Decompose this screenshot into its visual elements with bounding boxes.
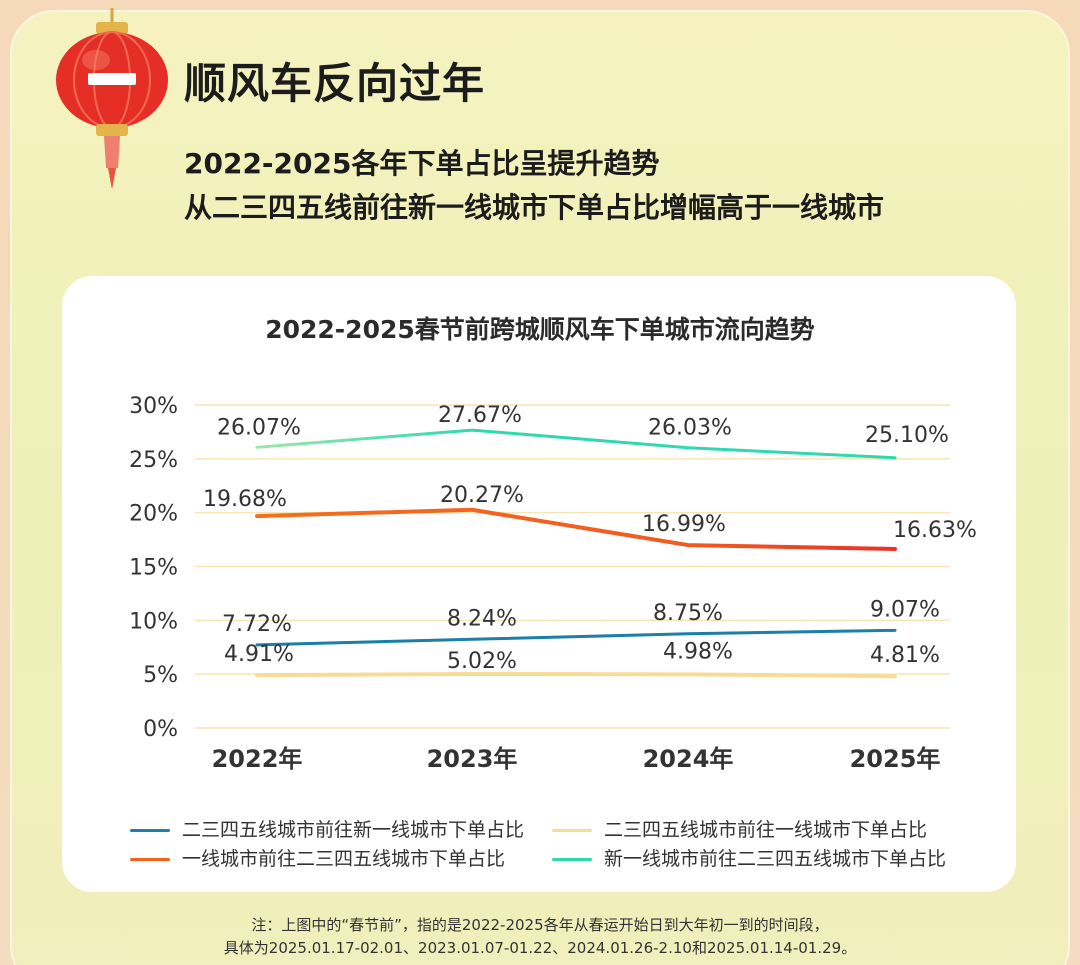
data-label: 26.07% bbox=[217, 415, 301, 440]
y-tick-label: 25% bbox=[129, 448, 178, 473]
data-label: 8.24% bbox=[447, 606, 517, 631]
x-tick-label: 2023年 bbox=[427, 745, 518, 773]
x-tick-label: 2022年 bbox=[212, 745, 303, 773]
data-label: 19.68% bbox=[203, 487, 287, 512]
y-tick-label: 20% bbox=[129, 502, 178, 527]
footnote-line-2: 具体为2025.01.17-02.01、2023.01.07-01.22、202… bbox=[223, 939, 857, 957]
data-label: 4.81% bbox=[870, 643, 940, 668]
series-line-1 bbox=[255, 507, 897, 551]
legend-item-series-2: 二三四五线城市前往新一线城市下单占比 bbox=[130, 815, 524, 842]
y-tick-label: 0% bbox=[143, 717, 178, 742]
legend-swatch bbox=[130, 829, 170, 832]
series-line-0 bbox=[255, 428, 897, 460]
data-label: 9.07% bbox=[870, 597, 940, 622]
data-label: 26.03% bbox=[648, 416, 732, 441]
y-tick-label: 15% bbox=[129, 556, 178, 581]
data-label: 25.10% bbox=[865, 423, 949, 448]
data-label: 8.75% bbox=[653, 601, 723, 626]
data-label: 7.72% bbox=[222, 612, 292, 637]
legend-swatch bbox=[552, 829, 592, 832]
data-label: 16.63% bbox=[893, 518, 977, 543]
series-line-2 bbox=[255, 628, 897, 647]
data-label: 4.91% bbox=[224, 642, 294, 667]
chart-card bbox=[62, 276, 1016, 892]
legend-item-series-3: 二三四五线城市前往一线城市下单占比 bbox=[552, 815, 927, 842]
subtitle-line-2: 从二三四五线前往新一线城市下单占比增幅高于一线城市 bbox=[184, 191, 885, 224]
red-lantern-icon bbox=[56, 8, 168, 188]
x-tick-label: 2024年 bbox=[643, 745, 734, 773]
legend-item-series-0: 新一线城市前往二三四五线城市下单占比 bbox=[552, 844, 946, 871]
series-line-3 bbox=[255, 671, 897, 679]
data-label: 4.98% bbox=[663, 639, 733, 664]
chart-title: 2022-2025春节前跨城顺风车下单城市流向趋势 bbox=[265, 315, 815, 344]
footnote-line-1: 注：上图中的“春节前”，指的是2022-2025各年从春运开始日到大年初一到的时… bbox=[251, 916, 829, 934]
y-tick-label: 30% bbox=[129, 394, 178, 419]
data-label: 27.67% bbox=[438, 403, 522, 428]
data-label: 20.27% bbox=[440, 483, 524, 508]
data-label: 5.02% bbox=[447, 649, 517, 674]
subtitle-line-1: 2022-2025各年下单占比呈提升趋势 bbox=[184, 147, 660, 180]
y-tick-label: 10% bbox=[129, 609, 178, 634]
legend-swatch bbox=[130, 858, 170, 861]
legend-swatch bbox=[552, 858, 592, 861]
data-label: 16.99% bbox=[642, 512, 726, 537]
y-tick-label: 5% bbox=[143, 663, 178, 688]
legend-item-series-1: 一线城市前往二三四五线城市下单占比 bbox=[130, 844, 505, 871]
page-title: 顺风车反向过年 bbox=[184, 59, 486, 108]
x-tick-label: 2025年 bbox=[850, 745, 941, 773]
